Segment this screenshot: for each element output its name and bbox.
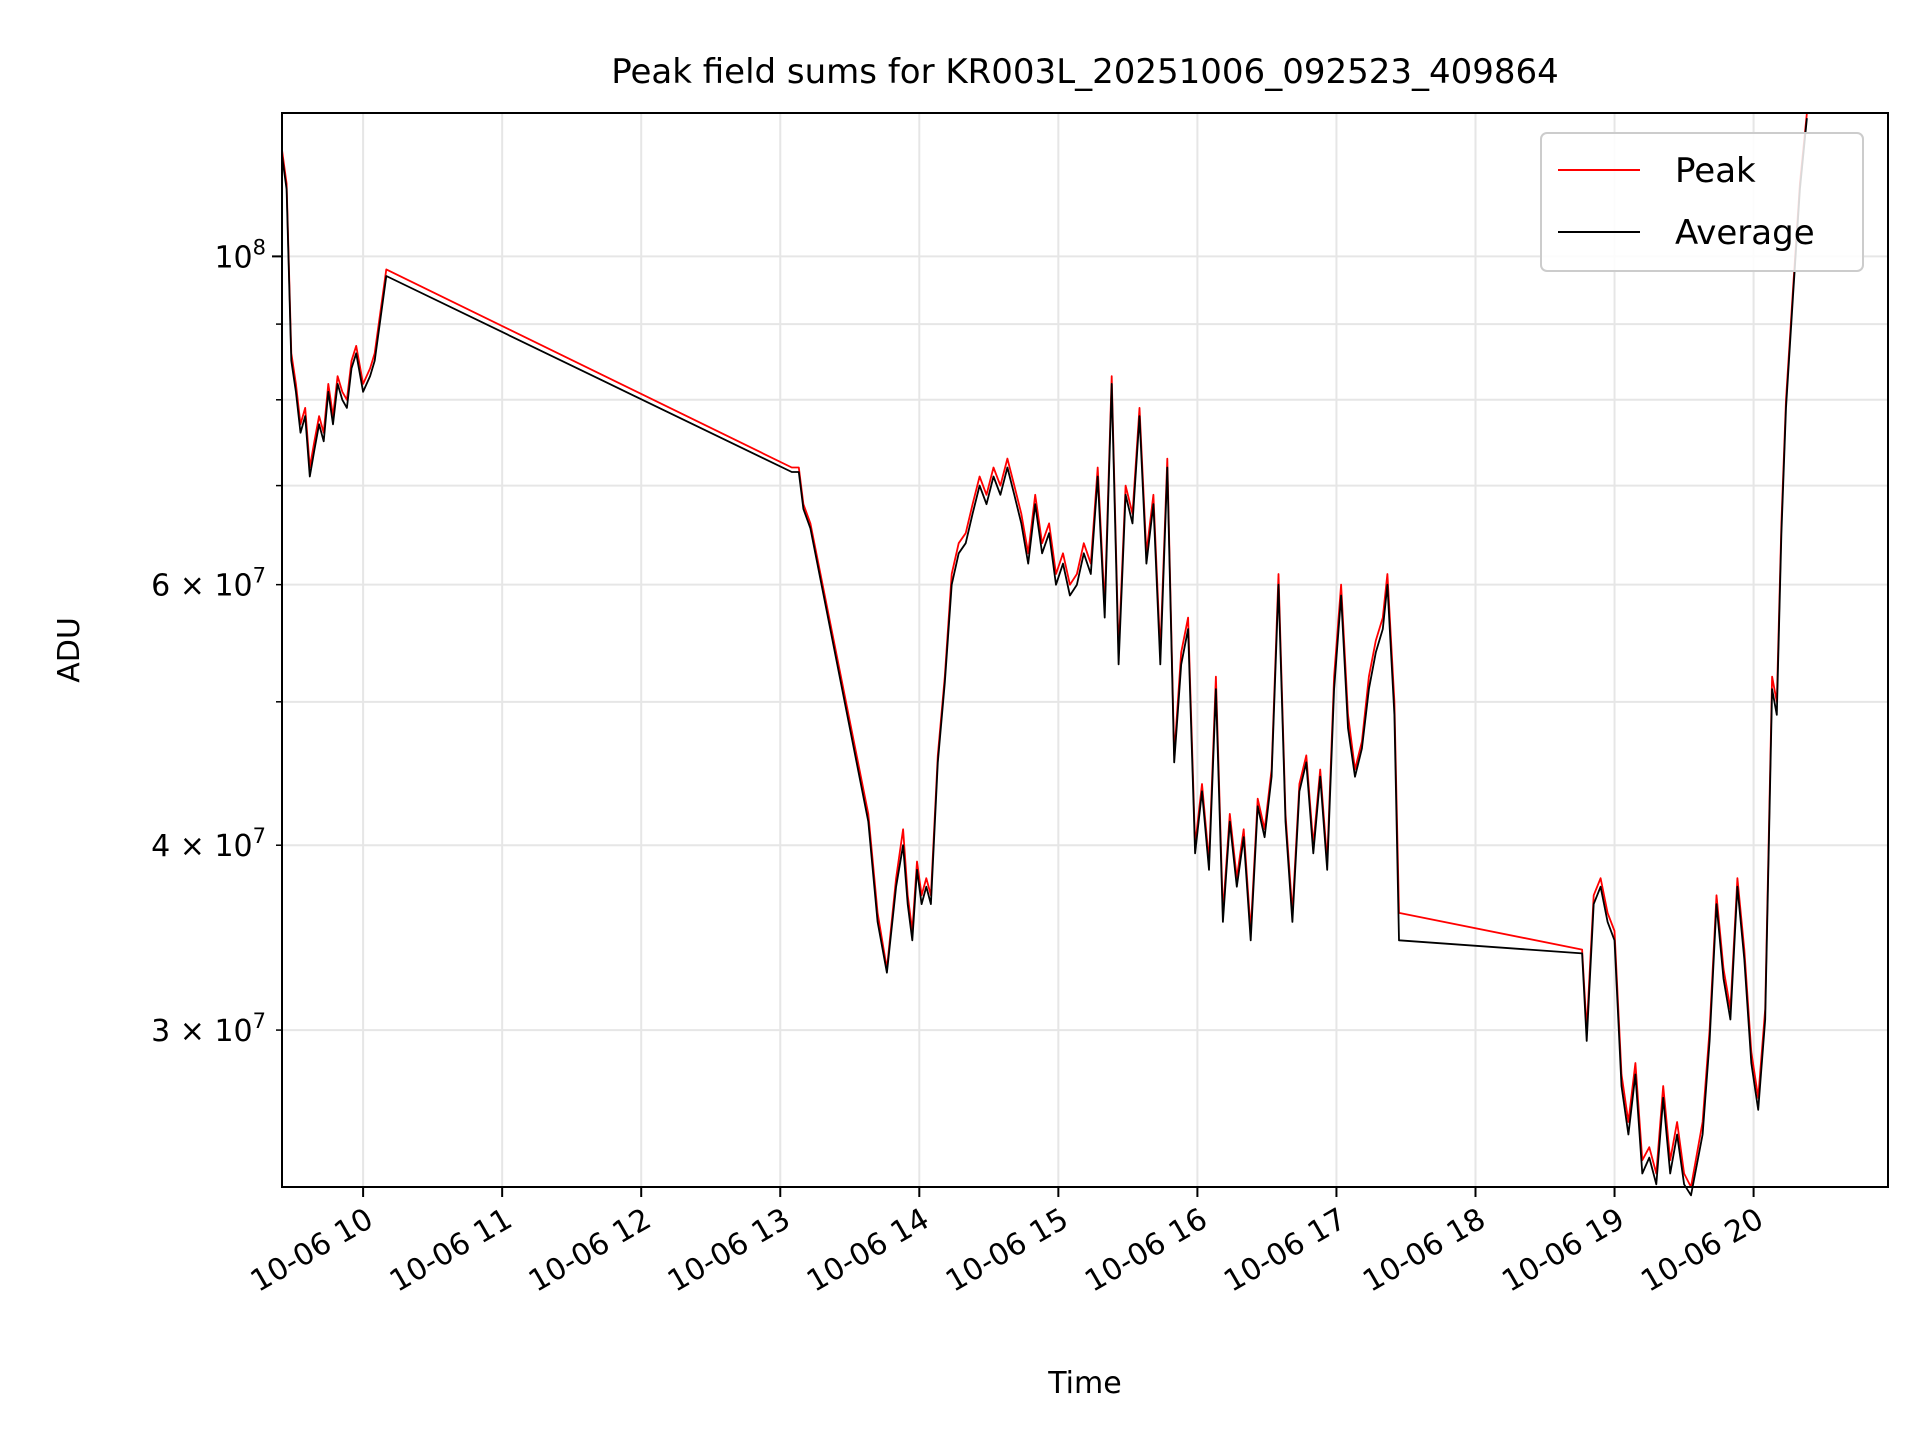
y-tick-label: 3 × 107: [151, 1009, 266, 1049]
y-tick-label-mantissa: 6: [151, 569, 170, 604]
y-tick-label-times: ×: [170, 829, 214, 864]
y-tick-label-base: 10: [214, 1014, 252, 1049]
y-tick-label-exponent: 8: [253, 235, 266, 259]
y-tick-label-exponent: 7: [253, 564, 266, 588]
y-tick-label-base: 10: [214, 240, 252, 275]
series-line-average: [281, 118, 1808, 1197]
y-tick-label: 108: [214, 235, 266, 275]
y-tick-label-exponent: 7: [253, 824, 266, 848]
legend-box: [1540, 132, 1864, 272]
y-tick-label: 6 × 107: [151, 564, 266, 604]
y-axis-label: ADU: [52, 617, 87, 683]
y-tick-label-mantissa: 3: [151, 1014, 170, 1049]
y-tick-label-mantissa: 4: [151, 829, 170, 864]
chart-title: Peak field sums for KR003L_20251006_0925…: [611, 52, 1559, 92]
y-tick-label-times: ×: [170, 1014, 214, 1049]
legend-label-peak: Peak: [1675, 151, 1756, 191]
y-tick-label-times: ×: [170, 569, 214, 604]
y-tick-label-base: 10: [214, 569, 252, 604]
grid: [282, 113, 1888, 1187]
y-tick-label-base: 10: [214, 829, 252, 864]
legend-label-average: Average: [1675, 213, 1815, 253]
plot-area: [281, 112, 1808, 1197]
legend: Peak Average: [1540, 132, 1864, 272]
x-axis-label: Time: [1047, 1366, 1121, 1401]
y-tick-label: 4 × 107: [151, 824, 266, 864]
axes-frame: [281, 112, 1889, 1188]
y-tick-label-exponent: 7: [253, 1009, 266, 1033]
